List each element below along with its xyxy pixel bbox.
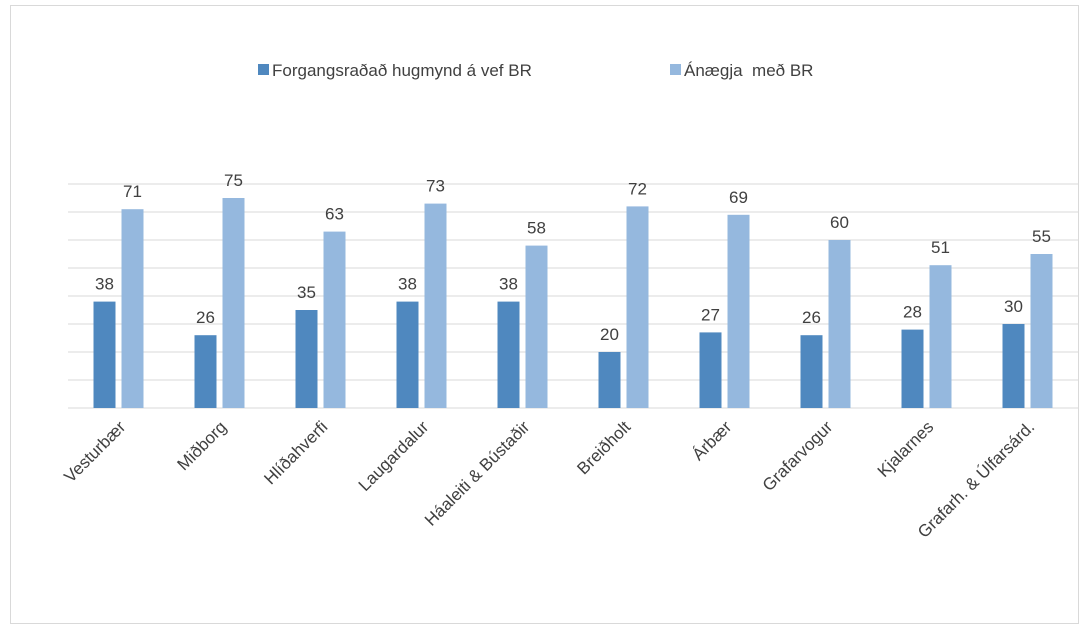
legend-swatch <box>258 64 269 75</box>
bar <box>222 198 245 408</box>
data-label: 73 <box>426 177 445 196</box>
data-label: 20 <box>600 325 619 344</box>
data-label: 28 <box>903 303 922 322</box>
bar <box>93 301 116 408</box>
data-label: 38 <box>398 275 417 294</box>
bar <box>828 240 851 408</box>
data-label: 71 <box>123 182 142 201</box>
data-label: 27 <box>701 305 720 324</box>
bar <box>525 245 548 408</box>
bar <box>323 231 346 408</box>
data-label: 30 <box>1004 297 1023 316</box>
legend-label: Forgangsraðað hugmynd á vef BR <box>272 61 532 80</box>
data-label: 38 <box>95 275 114 294</box>
bar <box>800 335 823 408</box>
legend-label: Ánægja með BR <box>684 61 813 80</box>
data-label: 38 <box>499 275 518 294</box>
data-label: 72 <box>628 179 647 198</box>
data-label: 55 <box>1032 227 1051 246</box>
bar <box>497 301 520 408</box>
bar <box>626 206 649 408</box>
legend-swatch <box>670 64 681 75</box>
bar <box>1002 324 1025 408</box>
bar <box>194 335 217 408</box>
bar <box>424 203 447 408</box>
data-label: 69 <box>729 188 748 207</box>
data-label: 51 <box>931 238 950 257</box>
bar <box>727 214 750 408</box>
bar <box>598 352 621 408</box>
bar <box>121 209 144 408</box>
data-label: 60 <box>830 213 849 232</box>
bar <box>699 332 722 408</box>
bar <box>929 265 952 408</box>
data-label: 58 <box>527 219 546 238</box>
bar <box>901 329 924 408</box>
bar <box>295 310 318 408</box>
data-label: 35 <box>297 283 316 302</box>
bar <box>1030 254 1053 408</box>
data-label: 26 <box>196 308 215 327</box>
data-label: 63 <box>325 205 344 224</box>
bar <box>396 301 419 408</box>
data-label: 26 <box>802 308 821 327</box>
data-label: 75 <box>224 171 243 190</box>
